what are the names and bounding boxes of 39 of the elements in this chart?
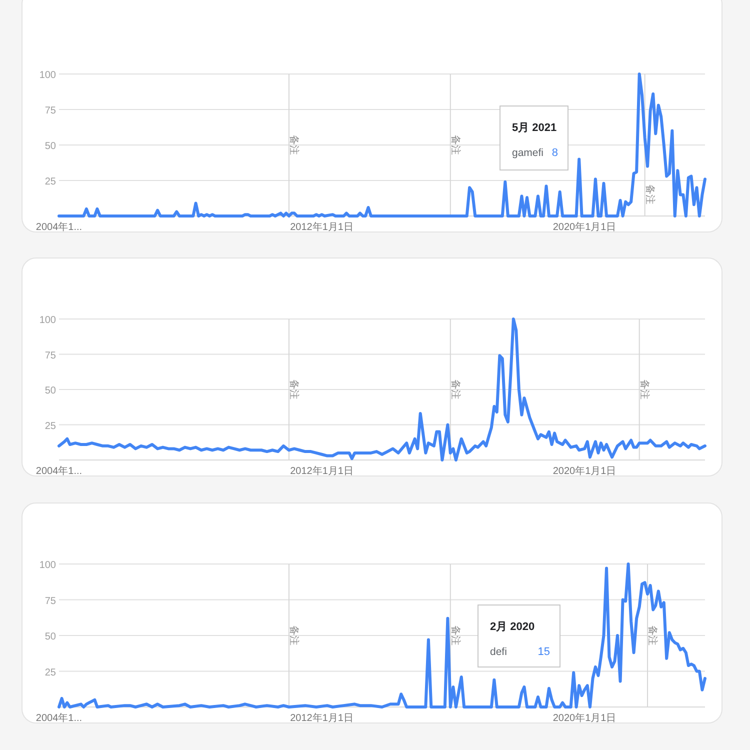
- ref-line-label: 备注: [449, 626, 462, 646]
- ref-line-label: 备注: [449, 135, 462, 155]
- y-tick-label: 25: [44, 420, 56, 432]
- y-tick-label: 100: [39, 560, 56, 571]
- y-tick-label: 25: [44, 667, 56, 678]
- y-tick-label: 25: [44, 176, 56, 188]
- x-tick-label: 2012年1月1日: [290, 465, 354, 477]
- x-tick-label: 2020年1月1日: [552, 712, 616, 724]
- annotation: 5月 2021: [512, 122, 557, 134]
- y-tick-label: 50: [44, 632, 56, 642]
- ref-line-label: 备注: [644, 184, 656, 205]
- line-series: [58, 72, 706, 218]
- y-tick-label: 75: [44, 106, 56, 116]
- x-tick-label: 2020年1月1日: [552, 221, 616, 233]
- ref-line-label: 备注: [288, 135, 300, 155]
- x-tick-label: 2004年1...: [36, 712, 82, 724]
- x-tick-label: 2012年1月1日: [290, 221, 354, 233]
- y-tick-label: 75: [44, 350, 56, 362]
- line-series: [58, 318, 706, 462]
- y-tick-label: 50: [44, 141, 56, 152]
- y-tick-label: 75: [44, 596, 56, 607]
- text: gamefi: [512, 147, 544, 159]
- ref-line-label: 备注: [638, 380, 650, 400]
- ref-line-label: 备注: [646, 626, 659, 646]
- y-tick-label: 100: [39, 315, 56, 326]
- ref-line-label: 备注: [288, 380, 300, 400]
- ref-line-label: 备注: [449, 380, 462, 400]
- annotation: 8: [552, 147, 558, 159]
- y-tick-label: 50: [44, 386, 56, 396]
- x-tick-label: 2004年1...: [36, 221, 82, 233]
- x-tick-label: 2004年1...: [36, 465, 82, 477]
- annotation: 15: [538, 646, 550, 658]
- annotation: 2月 2020: [490, 621, 535, 633]
- y-tick-label: 100: [39, 70, 56, 81]
- x-tick-label: 2020年1月1日: [552, 465, 616, 477]
- text: defi: [490, 646, 507, 658]
- ref-line-label: 备注: [288, 626, 300, 646]
- x-tick-label: 2012年1月1日: [290, 712, 354, 724]
- line-series: [58, 562, 706, 708]
